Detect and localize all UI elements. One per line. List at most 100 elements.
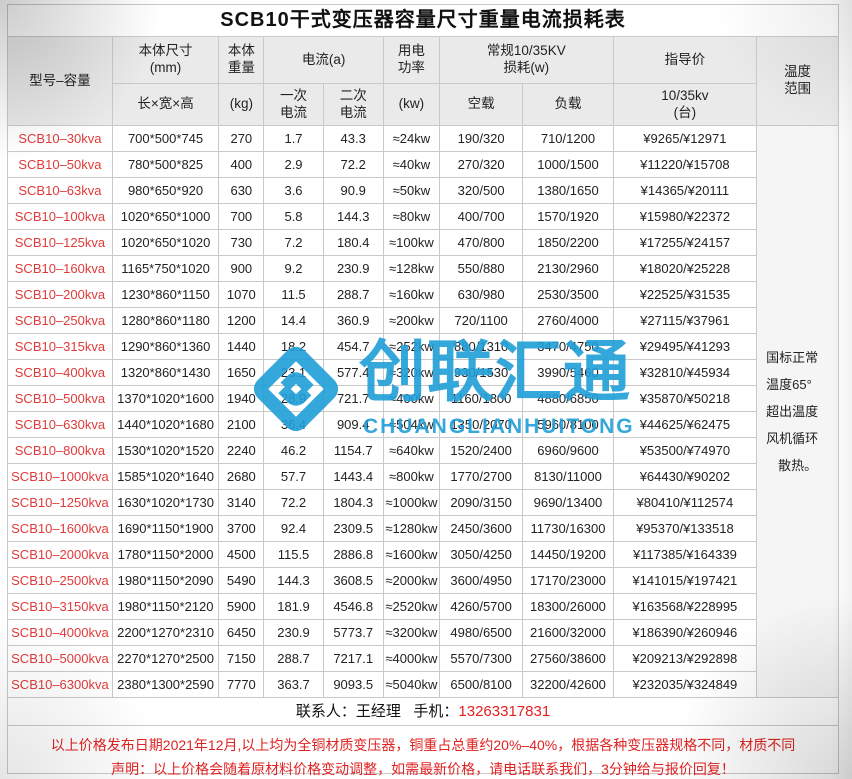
temp-note-line: 国标正常 (766, 350, 819, 365)
cell-weight: 1650 (218, 359, 265, 386)
cell-i1: 14.4 (263, 307, 324, 334)
table-row: SCB10–6300kva 2380*1300*2590 7770 363.7 9093… (8, 671, 838, 698)
cell-price: ¥22525/¥31535 (612, 281, 757, 308)
table-row: SCB10–315kva 1290*860*1360 1440 18.2 454.7 ≈2… (8, 333, 838, 360)
cell-i1: 9.2 (263, 255, 324, 282)
cell-i2: 577.4 (322, 359, 384, 386)
cell-price: ¥209213/¥292898 (612, 645, 757, 672)
cell-price: ¥15980/¥22372 (612, 203, 757, 230)
cell-no_load: 190/320 (438, 125, 524, 152)
cell-price: ¥18020/¥25228 (612, 255, 757, 282)
cell-weight: 3140 (218, 489, 265, 516)
cell-power: ≈1280kw (382, 515, 441, 542)
cell-load: 1380/1650 (522, 177, 614, 204)
cell-weight: 7150 (218, 645, 265, 672)
cell-load: 710/1200 (522, 125, 614, 152)
cell-price: ¥64430/¥90202 (612, 463, 757, 490)
col-header-model: 型号–容量 (8, 37, 113, 126)
cell-no_load: 930/1530 (438, 359, 524, 386)
cell-weight: 730 (218, 229, 265, 256)
cell-no_load: 1520/2400 (438, 437, 524, 464)
cell-power: ≈1600kw (382, 541, 441, 568)
cell-i2: 1804.3 (322, 489, 384, 516)
cell-power: ≈504kw (382, 411, 441, 438)
cell-price: ¥95370/¥133518 (612, 515, 757, 542)
cell-model: SCB10–4000kva (8, 619, 113, 646)
cell-weight: 2240 (218, 437, 265, 464)
cell-model: SCB10–630kva (8, 411, 113, 438)
cell-i1: 115.5 (263, 541, 324, 568)
cell-price: ¥14365/¥20111 (612, 177, 757, 204)
cell-price: ¥11220/¥15708 (612, 151, 757, 178)
cell-load: 2530/3500 (522, 281, 614, 308)
cell-model: SCB10–30kva (8, 125, 113, 152)
cell-i1: 23.1 (263, 359, 324, 386)
temp-note-line: 风机循环 (766, 431, 819, 446)
cell-i2: 43.3 (322, 125, 384, 152)
cell-i2: 454.7 (322, 333, 384, 360)
col-subheader-power: (kw) (382, 83, 441, 126)
cell-size: 1690*1150*1900 (111, 515, 220, 542)
cell-load: 2130/2960 (522, 255, 614, 282)
cell-i1: 144.3 (263, 567, 324, 594)
contact-person: 联系人：王经理 (295, 703, 401, 720)
cell-weight: 900 (218, 255, 265, 282)
temp-note-line: 温度65° (766, 377, 812, 392)
cell-size: 2270*1270*2500 (111, 645, 220, 672)
cell-size: 1780*1150*2000 (111, 541, 220, 568)
cell-model: SCB10–6300kva (8, 671, 113, 698)
cell-no_load: 1350/2070 (438, 411, 524, 438)
cell-weight: 2680 (218, 463, 265, 490)
cell-weight: 3700 (218, 515, 265, 542)
col-header-size: 本体尺寸 (mm) (111, 37, 220, 84)
cell-no_load: 630/980 (438, 281, 524, 308)
cell-load: 8130/11000 (522, 463, 614, 490)
cell-i2: 288.7 (322, 281, 384, 308)
cell-model: SCB10–5000kva (8, 645, 113, 672)
cell-power: ≈128kw (382, 255, 441, 282)
cell-size: 1165*750*1020 (111, 255, 220, 282)
cell-power: ≈160kw (382, 281, 441, 308)
cell-power: ≈4000kw (382, 645, 441, 672)
cell-price: ¥35870/¥50218 (612, 385, 757, 412)
cell-model: SCB10–1250kva (8, 489, 113, 516)
cell-i2: 90.9 (322, 177, 384, 204)
cell-i2: 3608.5 (322, 567, 384, 594)
cell-power: ≈252kw (382, 333, 441, 360)
table-row: SCB10–100kva 1020*650*1000 700 5.8 144.3 ≈80k… (8, 203, 838, 230)
cell-weight: 4500 (218, 541, 265, 568)
cell-model: SCB10–160kva (8, 255, 113, 282)
cell-i1: 181.9 (263, 593, 324, 620)
cell-i2: 721.7 (322, 385, 384, 412)
cell-power: ≈1000kw (382, 489, 441, 516)
cell-i2: 360.9 (322, 307, 384, 334)
cell-no_load: 5570/7300 (438, 645, 524, 672)
cell-i2: 72.2 (322, 151, 384, 178)
col-header-current: 电流(a) (263, 37, 384, 84)
cell-model: SCB10–2500kva (8, 567, 113, 594)
cell-i2: 2886.8 (322, 541, 384, 568)
cell-size: 700*500*745 (111, 125, 220, 152)
page-title: SCB10干式变压器容量尺寸重量电流损耗表 (8, 5, 838, 37)
cell-load: 14450/19200 (522, 541, 614, 568)
cell-no_load: 470/800 (438, 229, 524, 256)
cell-i2: 7217.1 (322, 645, 384, 672)
cell-power: ≈640kw (382, 437, 441, 464)
cell-model: SCB10–50kva (8, 151, 113, 178)
cell-no_load: 550/880 (438, 255, 524, 282)
cell-weight: 1440 (218, 333, 265, 360)
cell-power: ≈80kw (382, 203, 441, 230)
cell-size: 1020*650*1000 (111, 203, 220, 230)
cell-price: ¥117385/¥164339 (612, 541, 757, 568)
cell-i1: 288.7 (263, 645, 324, 672)
cell-no_load: 1160/1800 (438, 385, 524, 412)
footer-note-line1: 以上价格发布日期2021年12月,以上均为全铜材质变压器，铜重占总重约20%–4… (50, 737, 796, 753)
cell-model: SCB10–800kva (8, 437, 113, 464)
cell-i2: 2309.5 (322, 515, 384, 542)
cell-power: ≈24kw (382, 125, 441, 152)
cell-i1: 92.4 (263, 515, 324, 542)
table-row: SCB10–63kva 980*650*920 630 3.6 90.9 ≈50kw 320… (8, 177, 838, 204)
contact-line: 联系人：王经理 手机：13263317831 (8, 698, 838, 726)
cell-size: 1370*1020*1600 (111, 385, 220, 412)
cell-i1: 46.2 (263, 437, 324, 464)
